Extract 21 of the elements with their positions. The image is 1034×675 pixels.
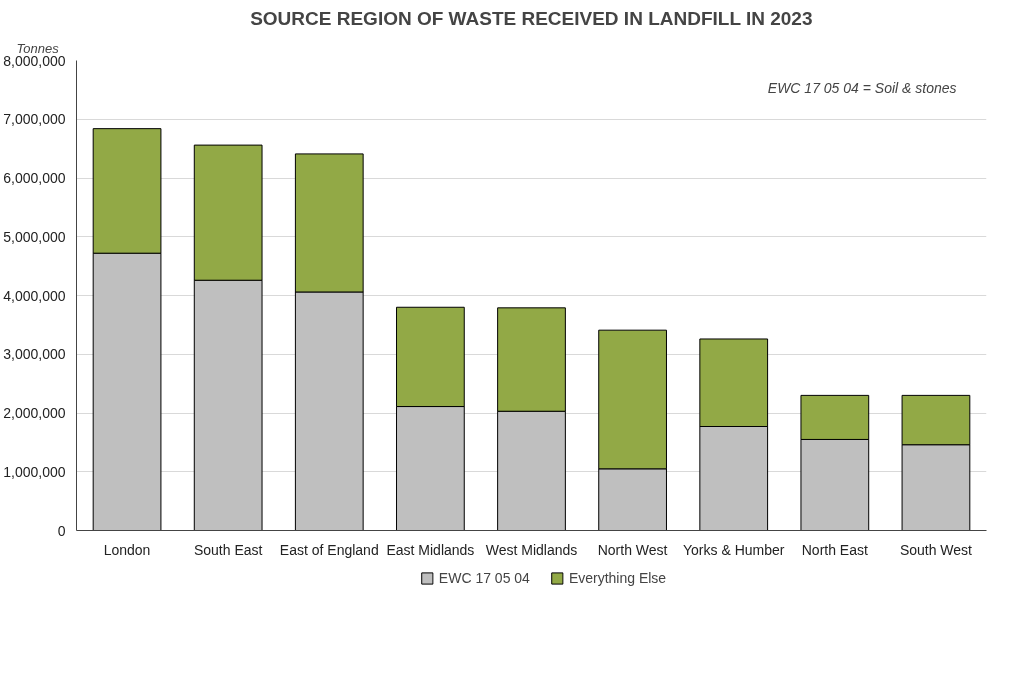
y-tick-label: 0 (57, 522, 66, 539)
legend-label: EWC 17 05 04 (438, 570, 530, 586)
x-tick-label: North East (801, 541, 869, 558)
x-tick-label: East Midlands (386, 541, 475, 558)
x-tick-label: West Midlands (485, 541, 578, 558)
x-tick-label: South West (899, 541, 973, 558)
y-tick-label: 1,000,000 (3, 463, 66, 480)
x-tick-label: London (103, 541, 151, 558)
x-tick-label: East of England (279, 541, 379, 558)
y-tick-label: 3,000,000 (3, 346, 66, 363)
y-tick-label: 2,000,000 (3, 405, 66, 421)
x-tick-label: South East (193, 541, 263, 558)
legend-label: Everything Else (568, 570, 667, 586)
y-tick-label: 6,000,000 (3, 170, 66, 186)
annotation: EWC 17 05 04 = Soil & stones (767, 79, 957, 96)
y-tick-label: 7,000,000 (3, 111, 66, 128)
y-tick-label: 4,000,000 (3, 287, 66, 304)
x-tick-label: North West (597, 541, 668, 558)
y-tick-label: 5,000,000 (3, 228, 66, 245)
chart-title: SOURCE REGION OF WASTE RECEIVED IN LANDFILL IN 2023 (250, 7, 813, 29)
x-tick-label: Yorks & Humber (683, 541, 785, 558)
